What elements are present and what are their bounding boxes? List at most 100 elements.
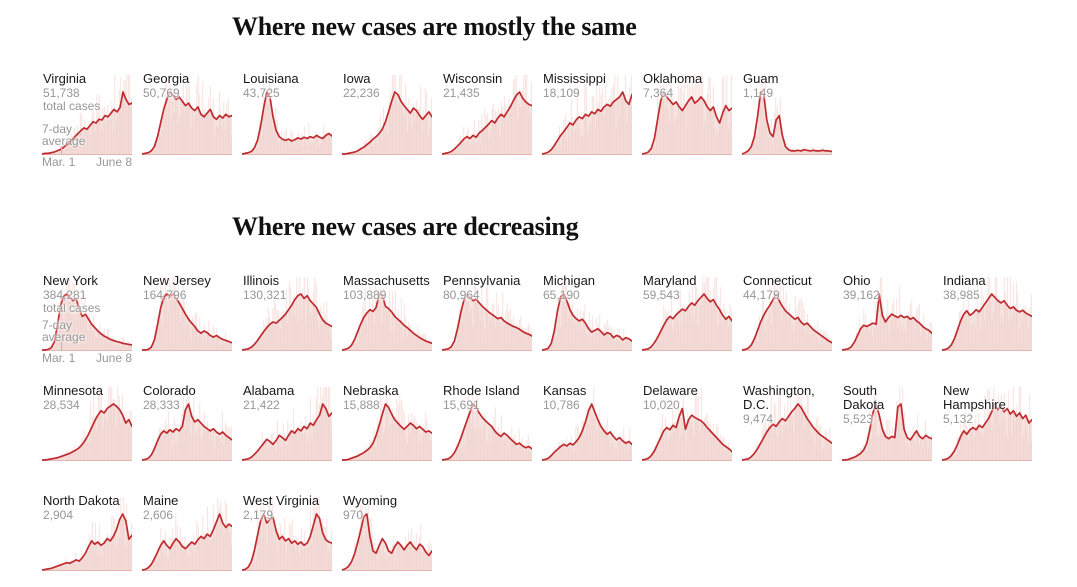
state-total-cases: 7,364 bbox=[643, 86, 674, 100]
x-axis-start-label: Mar. 1 bbox=[42, 351, 76, 365]
avg-area-fill bbox=[142, 294, 232, 350]
state-total-cases: 38,985 bbox=[943, 288, 980, 302]
state-area-chart bbox=[342, 281, 432, 351]
seven-day-average-label: 7-day average bbox=[42, 123, 85, 147]
state-area-chart bbox=[542, 387, 632, 461]
avg-area-fill bbox=[742, 294, 832, 350]
seven-day-average-line bbox=[942, 293, 1032, 351]
state-cell-washington-d-c: Washington, D.C. 9,474 bbox=[742, 383, 832, 475]
state-cell-west-virginia: West Virginia 2,179 bbox=[242, 493, 332, 585]
state-total-cases: 39,162 bbox=[843, 288, 880, 302]
x-axis-baseline bbox=[542, 350, 632, 351]
avg-area-fill bbox=[842, 404, 932, 460]
state-label-block: Kansas 10,786 bbox=[543, 384, 586, 412]
state-area-chart bbox=[342, 75, 432, 155]
state-cell-wyoming: Wyoming 970 bbox=[342, 493, 432, 585]
state-name-label: Mississippi bbox=[543, 71, 606, 86]
state-cell-new-hampshire: New Hampshire 5,132 bbox=[942, 383, 1032, 475]
seven-day-average-label-line1: 7-day bbox=[42, 318, 73, 332]
state-label-block: North Dakota 2,904 bbox=[43, 494, 120, 522]
x-axis-baseline bbox=[342, 350, 432, 351]
state-name-label: Pennsylvania bbox=[443, 273, 521, 288]
x-axis-baseline bbox=[842, 350, 932, 351]
x-axis-end-label: June 8 bbox=[95, 351, 132, 365]
x-axis-baseline bbox=[242, 570, 332, 571]
state-cell-louisiana: Louisiana 43,725 bbox=[242, 71, 332, 169]
state-label-block: Virginia 51,738 total cases bbox=[43, 72, 100, 113]
state-area-chart bbox=[442, 387, 532, 461]
x-axis-baseline bbox=[242, 154, 332, 155]
state-cell-oklahoma: Oklahoma 7,364 bbox=[642, 71, 732, 169]
state-label-block: Michigan 65,190 bbox=[543, 274, 595, 302]
x-axis-baseline bbox=[142, 154, 232, 155]
seven-day-average-label-line2: average bbox=[42, 330, 86, 344]
avg-area-fill bbox=[642, 92, 732, 154]
state-label-block: New York 384,281 total cases bbox=[43, 274, 100, 315]
state-total-cases: 28,333 bbox=[143, 398, 180, 412]
avg-area-fill bbox=[342, 514, 432, 570]
state-total-cases: 21,422 bbox=[243, 398, 280, 412]
seven-day-average-line bbox=[142, 91, 232, 155]
seven-day-average-line bbox=[442, 403, 532, 461]
state-label-block: Wyoming 970 bbox=[343, 494, 397, 522]
state-area-chart bbox=[442, 75, 532, 155]
state-area-chart bbox=[942, 387, 1032, 461]
seven-day-average-line bbox=[442, 293, 532, 351]
state-cell-north-dakota: North Dakota 2,904 bbox=[42, 493, 132, 585]
state-label-block: Guam 1,149 bbox=[743, 72, 778, 100]
state-cell-nebraska: Nebraska 15,888 bbox=[342, 383, 432, 475]
state-area-chart bbox=[642, 75, 732, 155]
avg-area-fill bbox=[442, 92, 532, 154]
state-name-label: D.C. bbox=[743, 397, 769, 412]
x-axis-baseline bbox=[242, 460, 332, 461]
state-total-cases: 2,179 bbox=[243, 508, 274, 522]
avg-area-fill bbox=[442, 404, 532, 460]
state-cell-pennsylvania: Pennsylvania 80,964 bbox=[442, 273, 532, 365]
x-axis-baseline bbox=[642, 460, 732, 461]
state-total-cases: 65,190 bbox=[543, 288, 580, 302]
seven-day-average-line bbox=[242, 403, 332, 461]
x-axis-baseline bbox=[42, 154, 132, 155]
avg-area-fill bbox=[42, 404, 132, 460]
state-total-cases: 15,888 bbox=[343, 398, 380, 412]
state-name-label: Rhode Island bbox=[443, 383, 520, 398]
state-label-block: Georgia 50,769 bbox=[143, 72, 189, 100]
x-axis-baseline bbox=[42, 350, 132, 351]
state-area-chart bbox=[842, 387, 932, 461]
state-label-block: Massachusetts 103,889 bbox=[343, 274, 430, 302]
x-axis-baseline bbox=[442, 154, 532, 155]
state-total-cases: 103,889 bbox=[343, 288, 387, 302]
state-name-label: Hampshire bbox=[943, 397, 1006, 412]
avg-area-fill bbox=[142, 514, 232, 570]
x-axis-baseline bbox=[642, 350, 732, 351]
state-label-block: Minnesota 28,534 bbox=[43, 384, 103, 412]
state-name-label: Washington, bbox=[743, 383, 815, 398]
state-label-block: South Dakota 5,523 bbox=[843, 384, 884, 426]
seven-day-average-line bbox=[42, 403, 132, 461]
seven-day-average-line bbox=[342, 293, 432, 351]
state-name-label: Iowa bbox=[343, 71, 371, 86]
state-label-block: Colorado 28,333 bbox=[143, 384, 196, 412]
state-name-label: Dakota bbox=[843, 397, 885, 412]
state-cell-delaware: Delaware 10,020 bbox=[642, 383, 732, 475]
state-area-chart bbox=[642, 277, 732, 351]
state-label-block: Washington, D.C. 9,474 bbox=[743, 384, 815, 426]
state-name-label: Georgia bbox=[143, 71, 190, 86]
section-title-decreasing: Where new cases are decreasing bbox=[232, 212, 579, 241]
seven-day-average-line bbox=[242, 91, 332, 155]
state-area-chart bbox=[42, 387, 132, 461]
state-total-cases: 15,691 bbox=[443, 398, 480, 412]
state-name-label: Colorado bbox=[143, 383, 196, 398]
total-cases-caption: total cases bbox=[43, 99, 101, 113]
state-total-cases: 22,236 bbox=[343, 86, 380, 100]
state-label-block: Mississippi 18,109 bbox=[543, 72, 606, 100]
x-axis-baseline bbox=[42, 570, 132, 571]
seven-day-average-label: 7-day average bbox=[42, 319, 85, 343]
x-axis-baseline bbox=[542, 154, 632, 155]
state-total-cases: 2,606 bbox=[143, 508, 174, 522]
state-total-cases: 9,474 bbox=[743, 412, 774, 426]
x-axis-baseline bbox=[742, 460, 832, 461]
state-name-label: Virginia bbox=[43, 71, 87, 86]
seven-day-average-line bbox=[242, 293, 332, 351]
